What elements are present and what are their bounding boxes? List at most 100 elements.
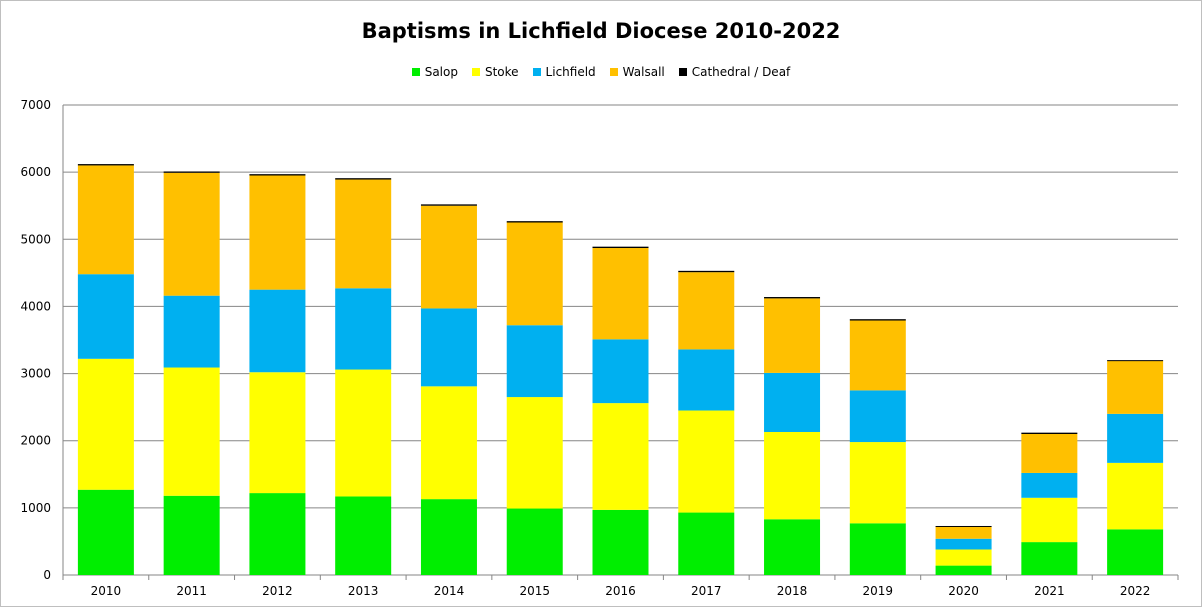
bar-salop-2019	[849, 523, 906, 575]
x-tick-label: 2016	[605, 584, 636, 598]
legend-label: Stoke	[484, 65, 519, 79]
bar-walsall-2021	[1021, 434, 1078, 473]
legend-label: Cathedral / Deaf	[691, 65, 791, 79]
bar-walsall-2019	[849, 320, 906, 391]
y-tick-label: 0	[43, 568, 51, 582]
y-tick-label: 4000	[20, 299, 51, 313]
bar-lichfield-2020	[935, 538, 992, 550]
legend-item-lichfield: Lichfield	[532, 65, 596, 79]
bar-lichfield-2012	[249, 289, 306, 373]
bar-salop-2022	[1107, 529, 1164, 575]
bar-cathedral-deaf-2021	[1021, 432, 1078, 434]
bar-walsall-2012	[249, 175, 306, 290]
legend-swatch	[471, 68, 480, 76]
legend-swatch	[411, 68, 420, 76]
bar-salop-2021	[1021, 542, 1078, 575]
bar-cathedral-deaf-2018	[764, 297, 821, 299]
bar-cathedral-deaf-2012	[249, 174, 306, 176]
bar-lichfield-2022	[1107, 413, 1164, 463]
legend-swatch	[678, 68, 687, 76]
bar-cathedral-deaf-2020	[935, 525, 992, 527]
chart-title: Baptisms in Lichfield Diocese 2010-2022	[361, 19, 841, 43]
bar-cathedral-deaf-2014	[420, 204, 477, 206]
bar-lichfield-2013	[335, 288, 392, 370]
y-tick-label: 7000	[20, 98, 51, 112]
bar-cathedral-deaf-2016	[592, 246, 649, 249]
bar-walsall-2010	[77, 165, 134, 275]
x-tick-label: 2011	[176, 584, 207, 598]
x-tick-label: 2017	[691, 584, 722, 598]
bar-lichfield-2010	[77, 274, 134, 359]
bar-walsall-2018	[764, 298, 821, 373]
legend-label: Salop	[424, 65, 458, 79]
x-tick-label: 2013	[348, 584, 379, 598]
x-tick-label: 2012	[262, 584, 293, 598]
legend-swatch	[609, 68, 618, 76]
legend: Salop Stoke Lichfield Walsall Cathedral / De…	[1, 65, 1201, 79]
bar-cathedral-deaf-2011	[163, 171, 220, 173]
legend-label: Lichfield	[545, 65, 596, 79]
bar-salop-2010	[77, 489, 134, 575]
bar-cathedral-deaf-2017	[678, 270, 735, 273]
bar-walsall-2022	[1107, 360, 1164, 414]
bar-stoke-2018	[764, 431, 821, 520]
bar-salop-2018	[764, 519, 821, 575]
bar-walsall-2014	[420, 205, 477, 309]
legend-item-cathedral-deaf: Cathedral / Deaf	[678, 65, 791, 79]
bar-salop-2013	[335, 496, 392, 575]
bar-stoke-2012	[249, 372, 306, 494]
legend-item-walsall: Walsall	[609, 65, 665, 79]
x-tick-label: 2020	[948, 584, 979, 598]
bar-lichfield-2014	[420, 308, 477, 387]
bar-walsall-2020	[935, 526, 992, 539]
bar-walsall-2016	[592, 248, 649, 340]
x-tick-label: 2022	[1120, 584, 1151, 598]
bar-walsall-2017	[678, 272, 735, 350]
bar-stoke-2013	[335, 369, 392, 497]
bar-stoke-2015	[506, 397, 563, 509]
legend-item-stoke: Stoke	[471, 65, 519, 79]
bar-lichfield-2017	[678, 349, 735, 411]
x-tick-label: 2010	[91, 584, 122, 598]
x-tick-label: 2018	[777, 584, 808, 598]
bar-salop-2016	[592, 509, 649, 575]
bar-walsall-2013	[335, 179, 392, 289]
bar-cathedral-deaf-2019	[849, 319, 906, 321]
bar-stoke-2016	[592, 403, 649, 510]
bar-lichfield-2011	[163, 295, 220, 368]
bar-cathedral-deaf-2022	[1107, 360, 1164, 362]
bar-lichfield-2019	[849, 390, 906, 443]
bar-stoke-2022	[1107, 462, 1164, 530]
bar-stoke-2020	[935, 549, 992, 566]
bar-stoke-2021	[1021, 497, 1078, 543]
bar-lichfield-2021	[1021, 472, 1078, 498]
bar-salop-2012	[249, 493, 306, 575]
x-tick-label: 2021	[1034, 584, 1065, 598]
bar-stoke-2011	[163, 367, 220, 496]
bar-lichfield-2016	[592, 339, 649, 404]
y-tick-label: 1000	[20, 501, 51, 515]
x-tick-label: 2019	[863, 584, 894, 598]
bar-cathedral-deaf-2015	[506, 221, 563, 223]
bar-salop-2015	[506, 508, 563, 575]
legend-item-salop: Salop	[411, 65, 458, 79]
bar-stoke-2014	[420, 386, 477, 500]
bar-lichfield-2015	[506, 325, 563, 398]
bar-salop-2020	[935, 565, 992, 575]
bar-stoke-2019	[849, 442, 906, 524]
bar-lichfield-2018	[764, 372, 821, 432]
x-tick-label: 2014	[434, 584, 465, 598]
y-tick-label: 2000	[20, 434, 51, 448]
bar-stoke-2010	[77, 358, 134, 490]
bar-cathedral-deaf-2013	[335, 178, 392, 180]
x-tick-label: 2015	[519, 584, 550, 598]
y-tick-label: 3000	[20, 367, 51, 381]
legend-label: Walsall	[622, 65, 665, 79]
y-tick-label: 5000	[20, 232, 51, 246]
bar-salop-2011	[163, 495, 220, 575]
bar-cathedral-deaf-2010	[77, 164, 134, 166]
bar-walsall-2015	[506, 222, 563, 326]
legend-swatch	[532, 68, 541, 76]
